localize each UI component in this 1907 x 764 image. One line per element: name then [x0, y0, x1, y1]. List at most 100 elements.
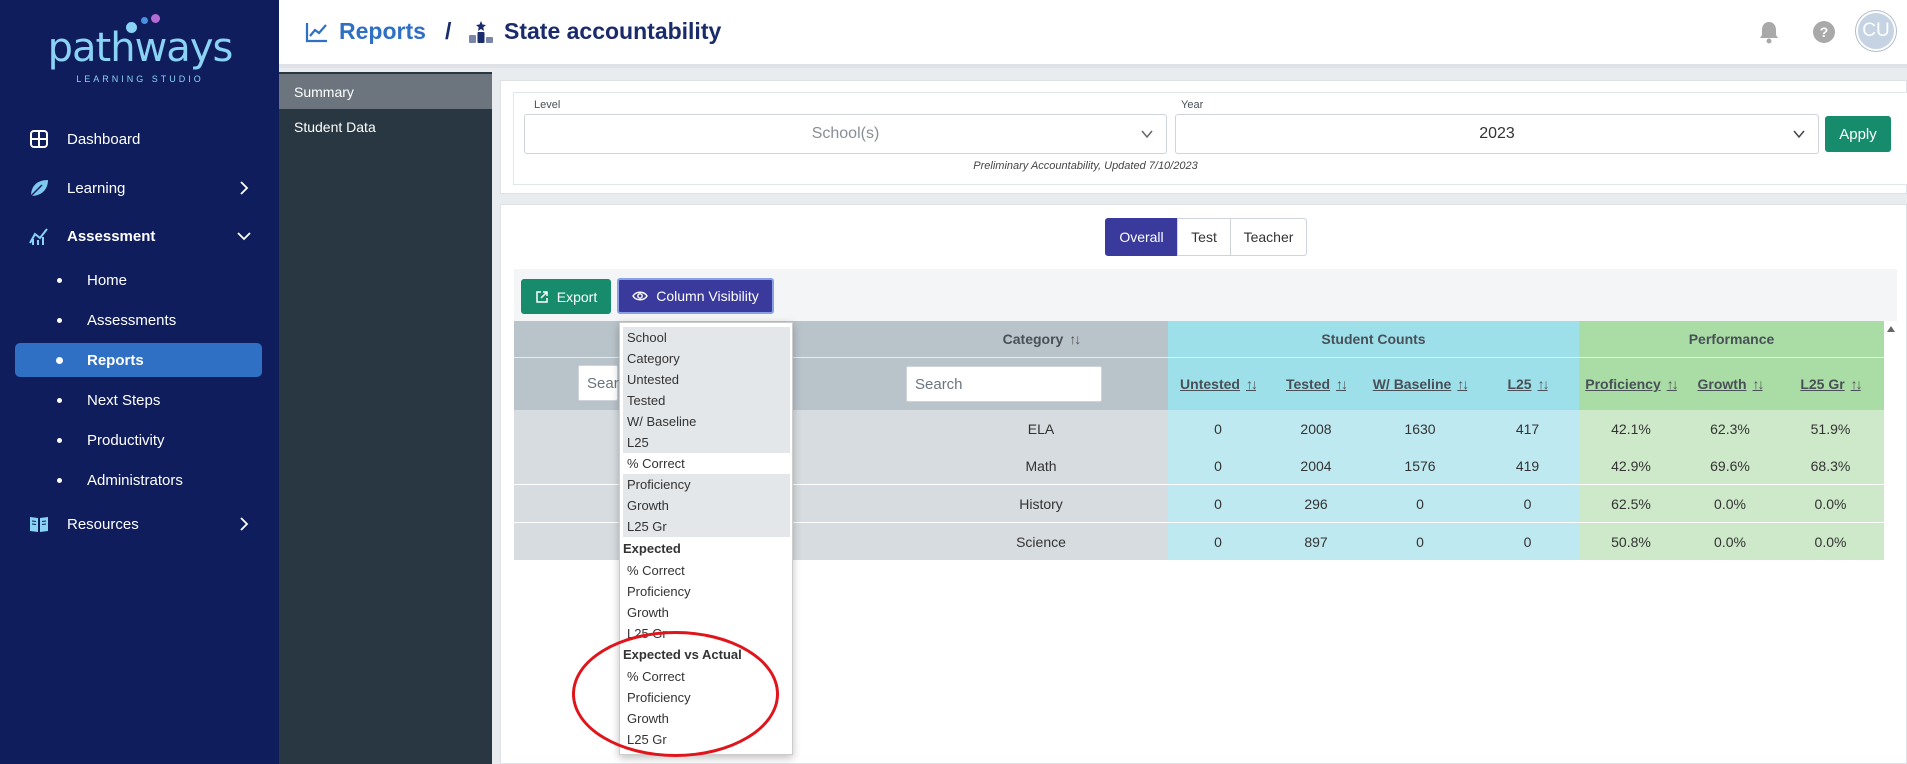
proficiency-cell: 42.1% — [1611, 420, 1651, 437]
menu-item-l25gr[interactable]: L25 Gr — [623, 516, 790, 537]
row-bg — [1168, 410, 1579, 447]
tested-cell: 897 — [1304, 533, 1328, 550]
baseline-header[interactable]: W/ Baseline ↑↓ — [1364, 358, 1476, 410]
annotation-circle — [572, 631, 779, 757]
chevron-down-icon — [1140, 127, 1154, 141]
search-placeholder: Search — [915, 375, 963, 393]
apply-button[interactable]: Apply — [1825, 116, 1891, 152]
level-label: Level — [534, 99, 561, 111]
bullet — [57, 317, 62, 323]
baseline-cell: 0 — [1416, 495, 1424, 512]
menu-item-expected-growth[interactable]: Growth — [627, 605, 669, 620]
sub-label: Next Steps — [87, 391, 161, 409]
sub-label: Administrators — [87, 471, 183, 489]
l25gr-cell: 68.3% — [1810, 457, 1851, 474]
sidebar-item-administrators[interactable]: Administrators — [15, 463, 262, 497]
performance-header: Performance — [1688, 331, 1775, 347]
filter-card: Level School(s) Year 2023 Apply Prelimin… — [500, 80, 1907, 194]
category-cell: Math — [1025, 457, 1057, 474]
category-cell: ELA — [1027, 420, 1055, 437]
menu-item-category[interactable]: Category — [623, 348, 790, 369]
nav-resources[interactable]: Resources — [0, 506, 279, 542]
menu-item-tested[interactable]: Tested — [623, 390, 790, 411]
header-label: Untested — [1180, 376, 1240, 392]
nav-learning[interactable]: Learning — [0, 170, 279, 206]
chevron-down-icon — [1792, 127, 1806, 141]
baseline-cell: 1576 — [1404, 457, 1436, 474]
column-visibility-label: Column Visibility — [656, 288, 759, 304]
untested-cell: 0 — [1214, 495, 1222, 512]
export-button[interactable]: Export — [521, 279, 611, 314]
grid-icon — [28, 128, 50, 150]
menu-group-expected: Expected — [623, 541, 681, 556]
bullet — [57, 437, 62, 443]
breadcrumb-separator: / — [445, 18, 452, 44]
bullet — [57, 277, 62, 283]
nav-assessment[interactable]: Assessment — [0, 218, 279, 254]
sort-icon: ↑↓ — [1850, 376, 1863, 392]
category-header[interactable]: Category ↑↓ — [914, 321, 1168, 357]
column-visibility-button[interactable]: Column Visibility — [617, 278, 774, 314]
logo-dot — [141, 17, 148, 24]
avatar[interactable]: CU — [1856, 11, 1896, 51]
sub-label: Productivity — [87, 431, 165, 449]
row-bg — [1579, 410, 1884, 447]
header-label: Proficiency — [1585, 376, 1661, 392]
sidebar-item-home[interactable]: Home — [15, 263, 262, 297]
untested-header[interactable]: Untested ↑↓ — [1168, 358, 1268, 410]
sidebar: pathways LEARNING STUDIO Dashboard Learn… — [0, 0, 279, 764]
tab-overall[interactable]: Overall — [1105, 218, 1178, 256]
menu-item-growth[interactable]: Growth — [623, 495, 790, 516]
menu-item-expected-percent-correct[interactable]: % Correct — [627, 563, 685, 578]
tab-student-data[interactable]: Student Data — [294, 118, 376, 135]
student-counts-header: Student Counts — [1321, 331, 1426, 347]
menu-item-untested[interactable]: Untested — [623, 369, 790, 390]
l25-header[interactable]: L25 ↑↓ — [1476, 358, 1579, 410]
sidebar-item-assessments[interactable]: Assessments — [15, 303, 262, 337]
year-select[interactable]: 2023 — [1175, 114, 1819, 154]
tab-summary[interactable]: Summary — [279, 74, 492, 109]
sort-icon: ↑↓ — [1336, 376, 1348, 392]
page-title: State accountability — [504, 18, 722, 44]
menu-item-school[interactable]: School — [623, 327, 790, 348]
header-bg-counts — [1168, 321, 1579, 410]
nav-dashboard[interactable]: Dashboard — [0, 121, 279, 157]
menu-item-baseline[interactable]: W/ Baseline — [623, 411, 790, 432]
sidebar-item-reports[interactable]: Reports — [15, 343, 262, 377]
tab-teacher[interactable]: Teacher — [1230, 218, 1307, 256]
tab-test[interactable]: Test — [1177, 218, 1231, 256]
proficiency-cell: 50.8% — [1611, 533, 1651, 550]
breadcrumb-reports[interactable]: Reports — [305, 18, 426, 45]
menu-item-l25[interactable]: L25 — [623, 432, 790, 453]
avatar-initials: CU — [1862, 20, 1890, 41]
bullet — [57, 477, 62, 483]
proficiency-header[interactable]: Proficiency ↑↓ — [1579, 358, 1683, 410]
menu-item-percent-correct[interactable]: % Correct — [627, 456, 685, 471]
school-search-input[interactable]: Search — [578, 365, 635, 401]
chevron-right-icon — [236, 516, 252, 532]
sidebar-item-productivity[interactable]: Productivity — [15, 423, 262, 457]
sidebar-item-next-steps[interactable]: Next Steps — [15, 383, 262, 417]
nav-label: Dashboard — [67, 130, 141, 148]
tested-header[interactable]: Tested ↑↓ — [1268, 358, 1364, 410]
leaf-icon — [28, 177, 50, 199]
pathways-logo[interactable]: pathways LEARNING STUDIO — [40, 10, 240, 84]
nav-label: Learning — [67, 179, 126, 197]
l25gr-header[interactable]: L25 Gr ↑↓ — [1777, 358, 1884, 410]
external-link-icon — [535, 290, 549, 304]
level-select[interactable]: School(s) — [524, 114, 1167, 154]
top-bar: Reports / State accountability ? CU — [279, 0, 1907, 68]
scroll-up-icon[interactable] — [1885, 322, 1897, 334]
bell-icon[interactable] — [1758, 20, 1780, 44]
l25gr-cell: 51.9% — [1810, 420, 1851, 437]
l25gr-cell: 0.0% — [1814, 495, 1847, 512]
menu-item-expected-proficiency[interactable]: Proficiency — [627, 584, 691, 599]
row-bg — [1579, 447, 1884, 484]
category-search-input[interactable]: Search — [906, 366, 1102, 402]
logo-word: pathways — [47, 25, 234, 71]
row-bg — [1168, 447, 1579, 484]
podium-icon — [468, 20, 494, 44]
help-icon[interactable]: ? — [1813, 21, 1835, 43]
menu-item-proficiency[interactable]: Proficiency — [623, 474, 790, 495]
growth-header[interactable]: Growth ↑↓ — [1683, 358, 1777, 410]
